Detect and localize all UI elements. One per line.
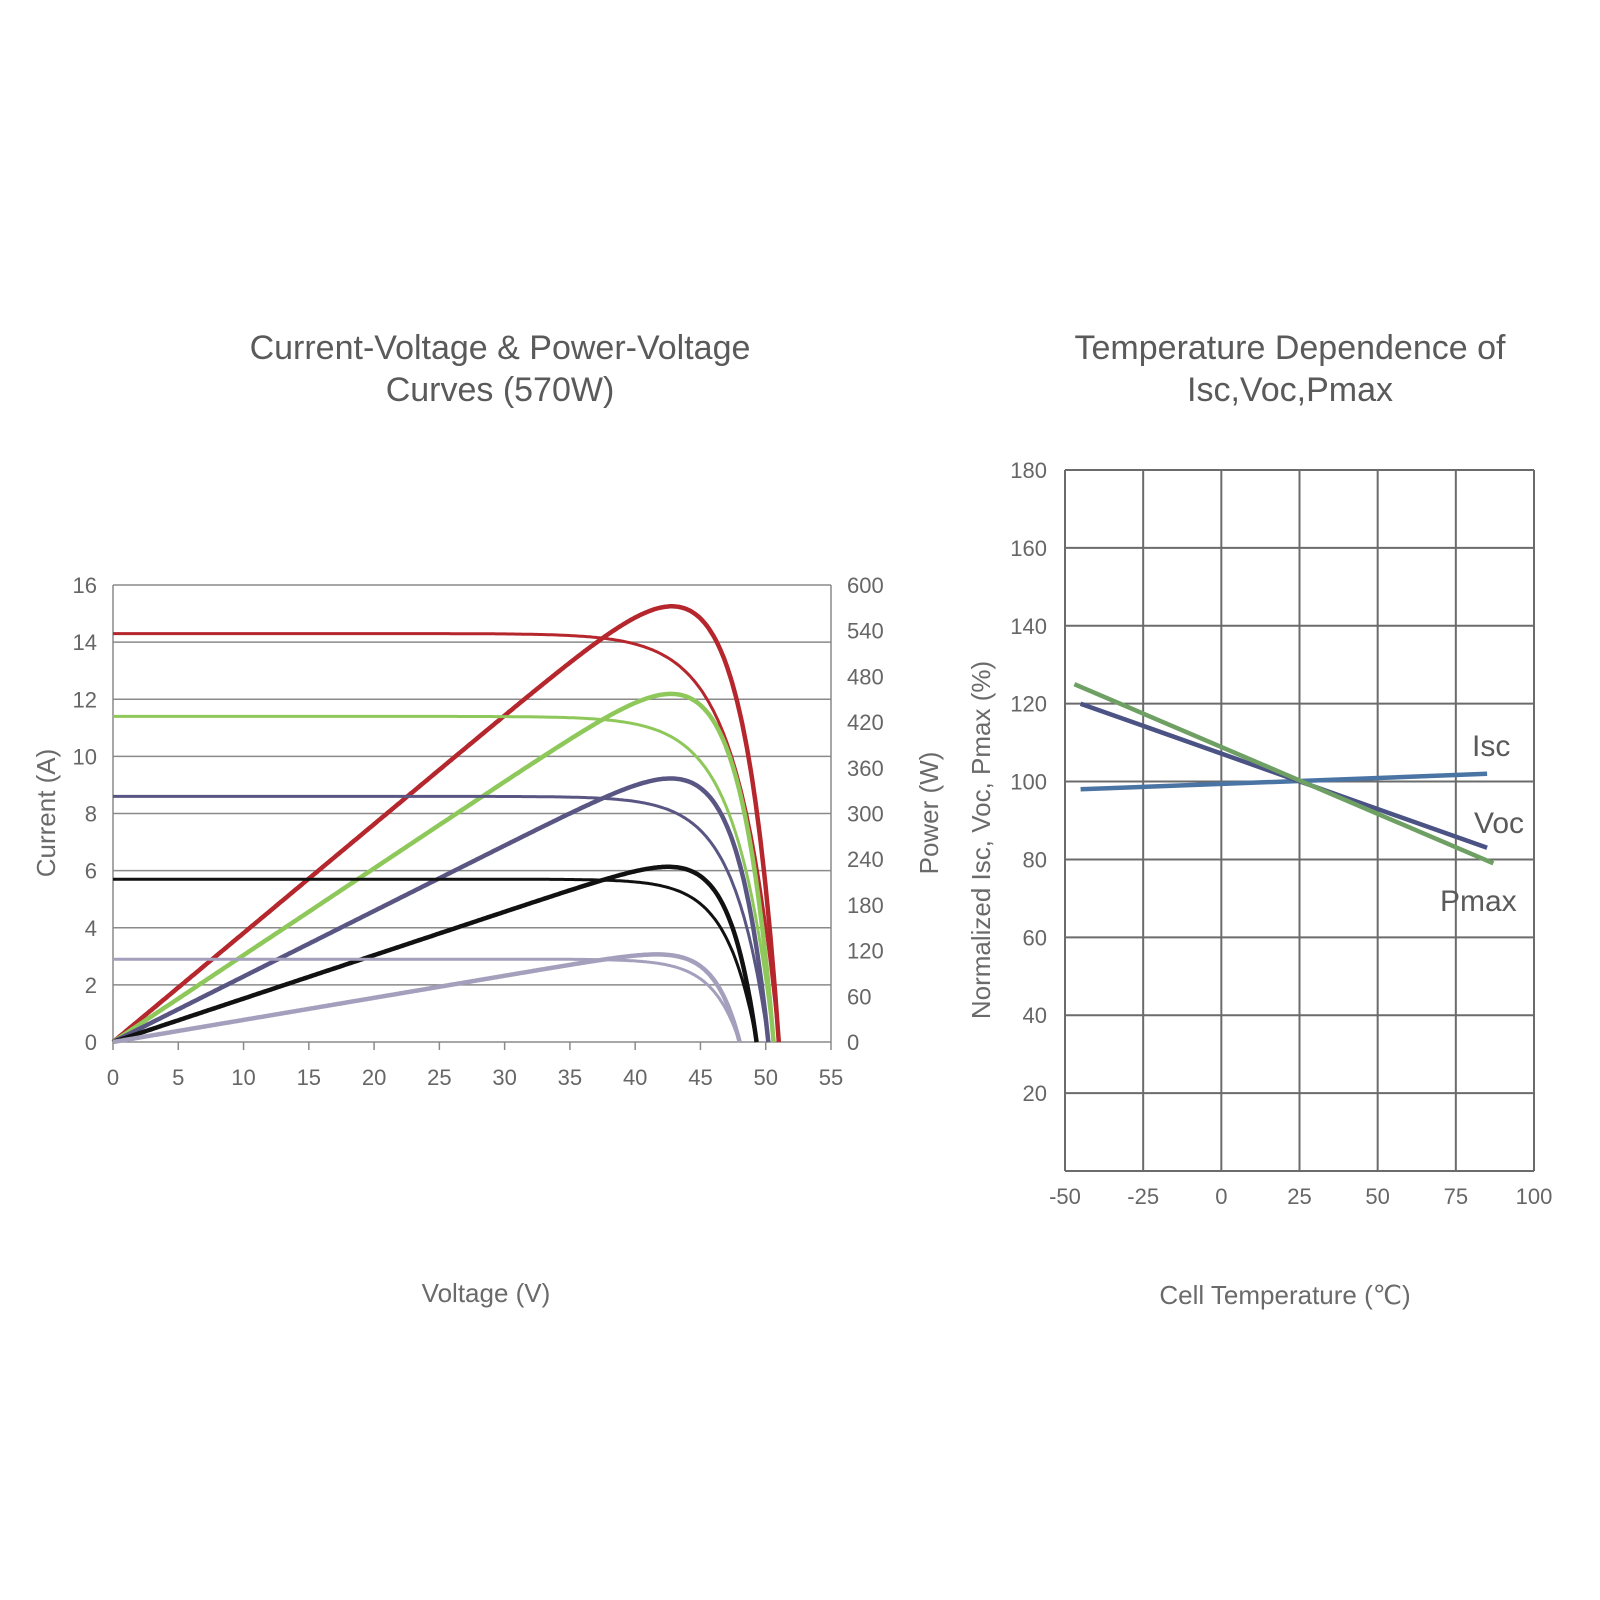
iv-y-tick-label: 8 [85,802,97,827]
iv-x-tick-label: 25 [427,1065,451,1090]
temp-x-tick-label: 75 [1444,1184,1468,1209]
temp-x-tick-label: -50 [1049,1184,1081,1209]
iv-x-tick-label: 10 [231,1065,255,1090]
temp-series-pmax [1073,682,1495,866]
iv-y-tick-label: 2 [85,973,97,998]
temp-y-tick-label: 140 [1010,614,1047,639]
iv-y2-tick-label: 540 [847,619,884,644]
iv-y-tick-label: 10 [73,744,97,769]
temp-y-tick-label: 120 [1010,692,1047,717]
temp-y-tick-label: 20 [1023,1081,1047,1106]
temp-series-label-isc: Isc [1472,730,1510,763]
iv-y-tick-label: 0 [85,1030,97,1055]
iv-curve-3 [113,877,759,1043]
pv-curve-4 [112,952,742,1045]
temp-series-isc [1080,771,1488,792]
iv-y2-tick-label: 300 [847,802,884,827]
iv-x-tick-label: 30 [492,1065,516,1090]
temperature-chart: 20 40 60 80 100 120 140 160 180 -50 -25 0 25 50 75 100 C… [966,458,1552,1310]
iv-x-tick-label: 50 [753,1065,777,1090]
iv-y2-tick-label: 420 [847,710,884,735]
temp-title-line-1: Temperature Dependence of [1074,329,1506,367]
iv-y-tick-label: 4 [85,916,97,941]
iv-y-axis-label: Current (A) [31,749,61,878]
iv-x-tick-label: 0 [107,1065,119,1090]
pv-curve-1 [111,691,776,1044]
temp-x-tick-label: -25 [1127,1184,1159,1209]
iv-title-line-1: Current-Voltage & Power-Voltage [249,329,751,367]
iv-x-tick-label: 35 [558,1065,582,1090]
iv-y2-tick-label: 480 [847,664,884,689]
iv-y-tick-label: 16 [73,573,97,598]
iv-y2-axis-label: Power (W) [914,752,944,875]
temp-series-label-voc: Voc [1474,807,1524,840]
iv-y-tick-label: 12 [73,687,97,712]
iv-y2-tick-label: 60 [847,984,871,1009]
iv-curve-0 [113,632,781,1043]
iv-title-line-2: Curves (570W) [385,371,615,409]
iv-chart-title: Current-Voltage & Power-Voltage Curves (… [160,327,840,411]
temp-series-label-pmax: Pmax [1440,885,1517,918]
temp-y-tick-label: 100 [1010,770,1047,795]
iv-x-tick-label: 45 [688,1065,712,1090]
iv-curve-2 [113,794,770,1043]
pv-curve-0 [111,604,782,1044]
iv-y2-tick-label: 240 [847,847,884,872]
iv-x-tick-label: 55 [819,1065,843,1090]
temp-x-tick-label: 25 [1287,1184,1311,1209]
iv-y2-tick-label: 0 [847,1030,859,1055]
iv-curve-4 [113,957,742,1043]
temp-x-tick-label: 0 [1215,1184,1227,1209]
temp-x-tick-label: 50 [1365,1184,1389,1209]
iv-x-tick-label: 20 [362,1065,386,1090]
iv-y-tick-label: 6 [85,859,97,884]
temp-title-line-2: Isc,Voc,Pmax [1187,371,1393,409]
temp-y-tick-label: 60 [1023,925,1047,950]
iv-y2-tick-label: 360 [847,756,884,781]
temp-y-tick-label: 160 [1010,536,1047,561]
iv-y-tick-label: 14 [73,630,97,655]
iv-y2-tick-label: 120 [847,939,884,964]
temperature-chart-title: Temperature Dependence of Isc,Voc,Pmax [1020,327,1560,411]
iv-x-tick-label: 15 [297,1065,321,1090]
iv-pv-chart: 0246810121416060120180240300360420480540… [31,573,944,1308]
pv-curve-3 [112,864,759,1045]
temp-y-tick-label: 180 [1010,458,1047,483]
pv-curve-2 [111,776,771,1045]
temp-y-axis-label: Normalized Isc, Voc, Pmax (%) [966,661,996,1019]
temp-y-tick-label: 80 [1023,847,1047,872]
iv-curve-1 [113,714,776,1043]
temp-y-tick-label: 40 [1023,1003,1047,1028]
iv-y2-tick-label: 180 [847,893,884,918]
iv-x-axis-label: Voltage (V) [422,1278,551,1308]
temp-x-tick-label: 100 [1516,1184,1553,1209]
iv-x-tick-label: 40 [623,1065,647,1090]
temp-x-axis-label: Cell Temperature (℃) [1159,1280,1410,1310]
iv-x-tick-label: 5 [172,1065,184,1090]
iv-y2-tick-label: 600 [847,573,884,598]
